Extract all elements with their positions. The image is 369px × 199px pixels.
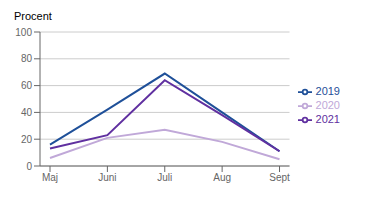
html-text:Procent: Procent (14, 10, 52, 22)
svg-text:Aug: Aug (213, 172, 231, 183)
svg-text:Sept: Sept (269, 172, 290, 183)
svg-text:40: 40 (21, 107, 33, 118)
html-text:2021: 2021 (315, 113, 340, 125)
html-text:2019: 2019 (315, 84, 340, 97)
svg-text:Maj: Maj (42, 172, 58, 183)
svg-text:100: 100 (15, 27, 32, 38)
svg-text:0: 0 (26, 161, 32, 172)
svg-text:60: 60 (21, 80, 33, 91)
svg-text:80: 80 (21, 53, 33, 64)
svg-text:Juni: Juni (98, 172, 116, 183)
html-text:2020: 2020 (315, 99, 340, 111)
svg-text:Juli: Juli (157, 172, 172, 183)
svg-text:20: 20 (21, 134, 33, 145)
